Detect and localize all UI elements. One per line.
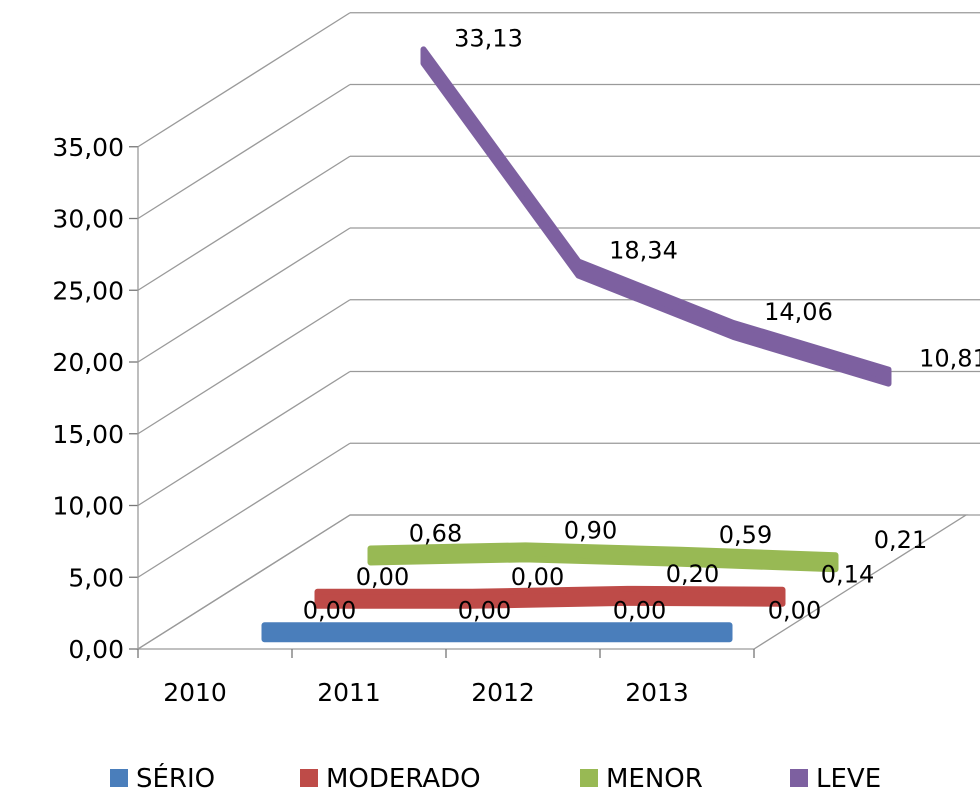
gridline-side xyxy=(137,83,351,220)
y-tick-label: 30,00 xyxy=(52,205,124,234)
data-label: 0,90 xyxy=(564,516,617,544)
legend-swatch xyxy=(300,769,318,787)
data-label: 0,00 xyxy=(613,596,666,624)
legend-swatch xyxy=(110,769,128,787)
series-lines xyxy=(261,46,892,643)
legend-label: MODERADO xyxy=(326,764,481,794)
y-axis: 0,00 5,00 10,00 15,00 20,00 25,00 30,00 35,00 xyxy=(52,133,139,664)
data-label: 0,00 xyxy=(458,596,511,624)
gridlines xyxy=(135,12,980,650)
legend: SÉRIO MODERADO MENOR LEVE xyxy=(110,762,881,794)
y-tick-label: 15,00 xyxy=(52,420,124,449)
series-moderado-line xyxy=(314,585,786,609)
x-tick-label: 2013 xyxy=(625,678,689,707)
gridline-side xyxy=(137,155,351,291)
gridline-side xyxy=(137,12,351,148)
series-leve-line xyxy=(420,46,892,387)
series-srio-line xyxy=(261,622,733,643)
y-tick-label: 20,00 xyxy=(52,348,124,377)
y-tick-label: 10,00 xyxy=(52,492,124,521)
data-label: 10,81 xyxy=(919,345,980,373)
y-tick-label: 35,00 xyxy=(52,133,124,162)
y-tick-label: 0,00 xyxy=(68,635,124,664)
data-label: 0,14 xyxy=(821,561,874,589)
legend-item-leve: LEVE xyxy=(790,764,881,794)
legend-label: LEVE xyxy=(816,764,881,794)
gridline-side xyxy=(137,227,351,363)
y-tick-label: 5,00 xyxy=(68,563,124,592)
legend-item-moderado: MODERADO xyxy=(300,764,481,794)
data-label: 0,00 xyxy=(356,563,409,591)
legend-swatch xyxy=(790,769,808,787)
y-tick-label: 25,00 xyxy=(52,276,124,305)
data-label: 0,20 xyxy=(666,560,719,588)
x-tick-label: 2011 xyxy=(317,678,381,707)
data-label: 0,59 xyxy=(719,521,772,549)
legend-item-menor: MENOR xyxy=(580,764,703,794)
data-label: 33,13 xyxy=(454,24,523,52)
data-label: 0,21 xyxy=(874,526,927,554)
gridline-side xyxy=(137,442,351,578)
gridline-side xyxy=(137,299,351,435)
floor xyxy=(135,514,969,650)
data-label: 0,00 xyxy=(768,596,821,624)
x-tick-label: 2010 xyxy=(163,678,227,707)
data-label: 18,34 xyxy=(609,237,678,265)
series-menor-line xyxy=(367,542,839,573)
data-label: 0,68 xyxy=(409,519,462,547)
data-label: 0,00 xyxy=(303,596,356,624)
gridline-side xyxy=(137,370,351,507)
data-labels: 33,13 18,34 14,06 10,81 0,68 0,90 0,59 0,21 0,00… xyxy=(303,24,980,624)
legend-label: SÉRIO xyxy=(136,762,215,794)
data-label: 0,00 xyxy=(511,563,564,591)
legend-label: MENOR xyxy=(606,764,703,794)
legend-swatch xyxy=(580,769,598,787)
data-label: 14,06 xyxy=(764,298,833,326)
legend-item-srio: SÉRIO xyxy=(110,762,215,794)
x-tick-label: 2012 xyxy=(471,678,535,707)
x-axis: 2010 2011 2012 2013 xyxy=(137,649,755,707)
